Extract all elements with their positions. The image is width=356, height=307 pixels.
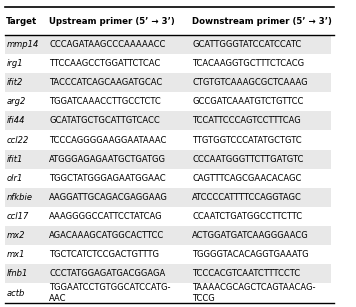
Bar: [5, 188, 334, 207]
Bar: [5, 264, 334, 283]
Text: CAGTTTCAGCGAACACAGC: CAGTTTCAGCGAACACAGC: [192, 174, 302, 183]
Text: ATCCCCATTTTCCAGGTAGC: ATCCCCATTTTCCAGGTAGC: [192, 193, 302, 202]
Text: TCACAAGGTGCTTTCTCACG: TCACAAGGTGCTTTCTCACG: [192, 59, 304, 68]
Bar: [5, 35, 334, 54]
Text: TAAAACGCAGCTCAGTAACAG-
TCCG: TAAAACGCAGCTCAGTAACAG- TCCG: [192, 283, 316, 303]
Text: Upstream primer (5’ → 3’): Upstream primer (5’ → 3’): [49, 17, 175, 26]
Text: ACTGGATGATCAAGGGAACG: ACTGGATGATCAAGGGAACG: [192, 231, 309, 240]
Text: olr1: olr1: [6, 174, 23, 183]
Text: TTCCAAGCCTGGATTCTCAC: TTCCAAGCCTGGATTCTCAC: [49, 59, 160, 68]
Text: GCATATGCTGCATTGTCACC: GCATATGCTGCATTGTCACC: [49, 116, 160, 125]
Text: ifi44: ifi44: [6, 116, 25, 125]
Text: irg1: irg1: [6, 59, 23, 68]
Text: CCCAATGGGTTCTTGATGTC: CCCAATGGGTTCTTGATGTC: [192, 155, 304, 164]
Bar: [5, 150, 334, 169]
Bar: [5, 226, 334, 245]
Text: TGGCTATGGGAGAATGGAAC: TGGCTATGGGAGAATGGAAC: [49, 174, 166, 183]
Bar: [5, 111, 334, 130]
Text: ccl17: ccl17: [6, 212, 29, 221]
Text: Downstream primer (5’ → 3’): Downstream primer (5’ → 3’): [192, 17, 332, 26]
Text: ifit2: ifit2: [6, 78, 23, 87]
Text: mmp14: mmp14: [6, 40, 39, 49]
Bar: [5, 7, 334, 35]
Text: actb: actb: [6, 289, 25, 297]
Text: mx2: mx2: [6, 231, 25, 240]
Text: TACCCATCAGCAAGATGCAC: TACCCATCAGCAAGATGCAC: [49, 78, 162, 87]
Text: CCCAGATAAGCCCAAAAACC: CCCAGATAAGCCCAAAAACC: [49, 40, 166, 49]
Text: ATGGGAGAGAATGCTGATGG: ATGGGAGAGAATGCTGATGG: [49, 155, 166, 164]
Text: TGGAATCCTGTGGCATCCATG-
AAC: TGGAATCCTGTGGCATCCATG- AAC: [49, 283, 171, 303]
Text: ccl22: ccl22: [6, 135, 29, 145]
Text: TCCCACGTCAATCTTTCCTC: TCCCACGTCAATCTTTCCTC: [192, 269, 300, 278]
Text: CTGTGTCAAAGCGCTCAAAG: CTGTGTCAAAGCGCTCAAAG: [192, 78, 308, 87]
Text: CCAATCTGATGGCCTTCTTC: CCAATCTGATGGCCTTCTTC: [192, 212, 303, 221]
Text: Target: Target: [6, 17, 38, 26]
Text: TGGGGTACACAGGTGAAATG: TGGGGTACACAGGTGAAATG: [192, 250, 309, 259]
Text: arg2: arg2: [6, 97, 26, 106]
Text: nfkbie: nfkbie: [6, 193, 32, 202]
Text: GCATTGGGTATCCATCCATC: GCATTGGGTATCCATCCATC: [192, 40, 302, 49]
Text: ifit1: ifit1: [6, 155, 23, 164]
Text: TGGATCAAACCTTGCCTCTC: TGGATCAAACCTTGCCTCTC: [49, 97, 161, 106]
Text: AGACAAAGCATGGCACTTCC: AGACAAAGCATGGCACTTCC: [49, 231, 164, 240]
Text: mx1: mx1: [6, 250, 25, 259]
Text: TTGTGGTCCCATATGCTGTC: TTGTGGTCCCATATGCTGTC: [192, 135, 302, 145]
Text: CCCTATGGAGATGACGGAGA: CCCTATGGAGATGACGGAGA: [49, 269, 166, 278]
Text: GCCGATCAAATGTCTGTTCC: GCCGATCAAATGTCTGTTCC: [192, 97, 304, 106]
Text: lfnb1: lfnb1: [6, 269, 28, 278]
Text: TCCATTCCCAGTCCTTTCAG: TCCATTCCCAGTCCTTTCAG: [192, 116, 301, 125]
Bar: [5, 73, 334, 92]
Text: TGCTCATCTCCGACTGTTTG: TGCTCATCTCCGACTGTTTG: [49, 250, 159, 259]
Text: TCCCAGGGGAAGGAATAAAC: TCCCAGGGGAAGGAATAAAC: [49, 135, 167, 145]
Text: AAGGATTGCAGACGAGGAAG: AAGGATTGCAGACGAGGAAG: [49, 193, 168, 202]
Text: AAAGGGGCCATTCCTATCAG: AAAGGGGCCATTCCTATCAG: [49, 212, 163, 221]
